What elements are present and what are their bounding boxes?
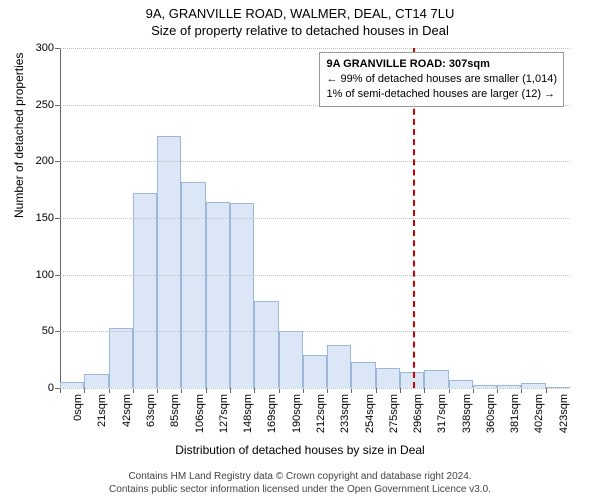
y-tick-mark <box>55 218 60 219</box>
title-block: 9A, GRANVILLE ROAD, WALMER, DEAL, CT14 7… <box>0 0 600 38</box>
x-tick-label: 381sqm <box>509 394 521 433</box>
gridline <box>60 161 570 162</box>
y-tick-label: 200 <box>36 155 54 167</box>
gridline <box>60 331 570 332</box>
histogram-bar-fill <box>230 203 254 388</box>
histogram-bar <box>303 355 327 388</box>
chart-inner: 0sqm21sqm42sqm63sqm85sqm106sqm127sqm148s… <box>60 48 570 388</box>
histogram-bar-fill <box>254 301 278 388</box>
plot-area: 0sqm21sqm42sqm63sqm85sqm106sqm127sqm148s… <box>60 48 570 388</box>
histogram-bar <box>351 362 375 388</box>
histogram-bar <box>181 182 205 388</box>
histogram-bar-fill <box>303 355 327 388</box>
annotation-line-3: 1% of semi-detached houses are larger (1… <box>326 87 557 102</box>
histogram-bar-fill <box>351 362 375 388</box>
x-tick-label: 296sqm <box>412 394 424 433</box>
annotation-line-1: 9A GRANVILLE ROAD: 307sqm <box>326 57 557 72</box>
x-tick-label: 21sqm <box>96 394 108 427</box>
histogram-bar-fill <box>84 374 108 388</box>
chart-title-main: 9A, GRANVILLE ROAD, WALMER, DEAL, CT14 7… <box>0 6 600 21</box>
footer-attribution: Contains HM Land Registry data © Crown c… <box>0 471 600 496</box>
y-tick-mark <box>55 48 60 49</box>
y-tick-label: 300 <box>36 42 54 54</box>
histogram-bar <box>133 193 157 388</box>
histogram-bar-fill <box>157 136 181 388</box>
histogram-bar <box>230 203 254 388</box>
x-tick-label: 233sqm <box>339 394 351 433</box>
histogram-bar <box>327 345 351 388</box>
y-tick-mark <box>55 388 60 389</box>
footer-line-1: Contains HM Land Registry data © Crown c… <box>0 471 600 484</box>
y-tick-mark <box>55 105 60 106</box>
gridline <box>60 388 570 389</box>
histogram-bar <box>206 202 230 388</box>
footer-line-2: Contains public sector information licen… <box>0 484 600 497</box>
y-tick-mark <box>55 275 60 276</box>
y-tick-mark <box>55 331 60 332</box>
histogram-bar-fill <box>181 182 205 388</box>
x-tick-label: 106sqm <box>194 394 206 433</box>
histogram-bar <box>424 370 448 388</box>
histogram-bar <box>279 331 303 388</box>
x-tick-label: 423sqm <box>558 394 570 433</box>
histogram-bar-fill <box>327 345 351 388</box>
x-tick-label: 85sqm <box>169 394 181 427</box>
x-tick-label: 360sqm <box>485 394 497 433</box>
histogram-bar-fill <box>424 370 448 388</box>
gridline <box>60 218 570 219</box>
x-tick-label: 148sqm <box>242 394 254 433</box>
histogram-bar-fill <box>206 202 230 388</box>
x-tick-label: 275sqm <box>388 394 400 433</box>
x-tick-label: 338sqm <box>461 394 473 433</box>
chart-title-sub: Size of property relative to detached ho… <box>0 23 600 38</box>
x-tick-label: 0sqm <box>72 394 84 421</box>
histogram-bar <box>84 374 108 388</box>
x-tick-label: 212sqm <box>315 394 327 433</box>
x-tick-label: 254sqm <box>364 394 376 433</box>
histogram-bar-fill <box>376 368 400 388</box>
x-tick-label: 169sqm <box>266 394 278 433</box>
x-axis-title: Distribution of detached houses by size … <box>0 443 600 457</box>
x-tick-label: 127sqm <box>218 394 230 433</box>
x-tick-label: 317sqm <box>436 394 448 433</box>
histogram-bar-fill <box>133 193 157 388</box>
y-tick-label: 100 <box>36 269 54 281</box>
histogram-bar <box>157 136 181 388</box>
x-tick-label: 42sqm <box>121 394 133 427</box>
y-tick-label: 250 <box>36 99 54 111</box>
gridline <box>60 275 570 276</box>
y-tick-label: 150 <box>36 212 54 224</box>
histogram-bar <box>376 368 400 388</box>
y-tick-label: 50 <box>42 325 54 337</box>
y-tick-mark <box>55 161 60 162</box>
y-tick-label: 0 <box>48 382 54 394</box>
x-tick-label: 402sqm <box>533 394 545 433</box>
x-tick-label: 190sqm <box>291 394 303 433</box>
histogram-bar <box>254 301 278 388</box>
histogram-bar <box>109 328 133 388</box>
annotation-line-2: ← 99% of detached houses are smaller (1,… <box>326 72 557 87</box>
y-axis-title: Number of detached properties <box>12 53 26 218</box>
histogram-bar-fill <box>279 331 303 388</box>
annotation-box: 9A GRANVILLE ROAD: 307sqm← 99% of detach… <box>319 52 564 107</box>
x-tick-label: 63sqm <box>145 394 157 427</box>
histogram-bar-fill <box>449 380 473 388</box>
histogram-bar-fill <box>109 328 133 388</box>
gridline <box>60 48 570 49</box>
histogram-bar <box>449 380 473 388</box>
